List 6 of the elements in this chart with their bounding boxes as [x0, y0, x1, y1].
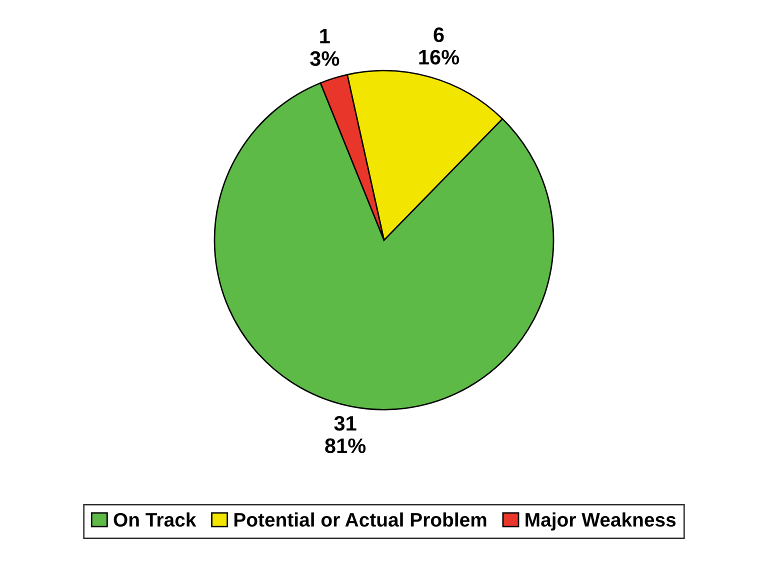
legend-label: On Track — [114, 512, 196, 527]
data-label: 6 16% — [419, 27, 460, 65]
data-label: 1 3% — [310, 28, 340, 66]
legend-label: Major Weakness — [526, 512, 676, 531]
data-label: 31 81% — [325, 416, 366, 454]
legend-label: Potential or Actual Problem — [234, 512, 486, 527]
